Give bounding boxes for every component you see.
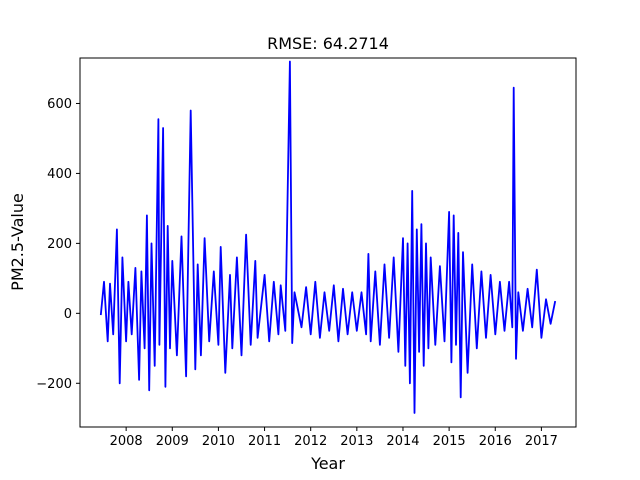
- y-tick-label: 600: [47, 97, 72, 112]
- axes-frame: [79, 57, 577, 428]
- y-tick-label: 400: [47, 167, 72, 182]
- plot-area: [99, 60, 557, 414]
- y-axis-label: PM2.5-Value: [8, 193, 27, 291]
- x-tick-label: 2011: [248, 434, 281, 449]
- x-tick-label: 2014: [386, 434, 419, 449]
- x-tick-label: 2008: [110, 434, 143, 449]
- x-axis: 2008 2009 2010 2011 2012 2013 2014 2015 2016 2017: [110, 427, 558, 449]
- x-tick-label: 2015: [433, 434, 466, 449]
- y-tick-label: 200: [47, 237, 72, 252]
- y-tick-label: 0: [64, 307, 72, 322]
- x-tick-label: 2010: [202, 434, 235, 449]
- x-tick-label: 2016: [479, 434, 512, 449]
- x-tick-label: 2009: [156, 434, 189, 449]
- chart-title: RMSE: 64.2714: [267, 34, 389, 53]
- x-tick-label: 2017: [525, 434, 558, 449]
- y-tick-label: −200: [36, 377, 72, 392]
- x-tick-label: 2012: [294, 434, 327, 449]
- series-line: [99, 60, 557, 414]
- y-axis: −200 0 200 400 600: [36, 97, 80, 392]
- x-tick-label: 2013: [340, 434, 373, 449]
- x-axis-label: Year: [310, 454, 345, 473]
